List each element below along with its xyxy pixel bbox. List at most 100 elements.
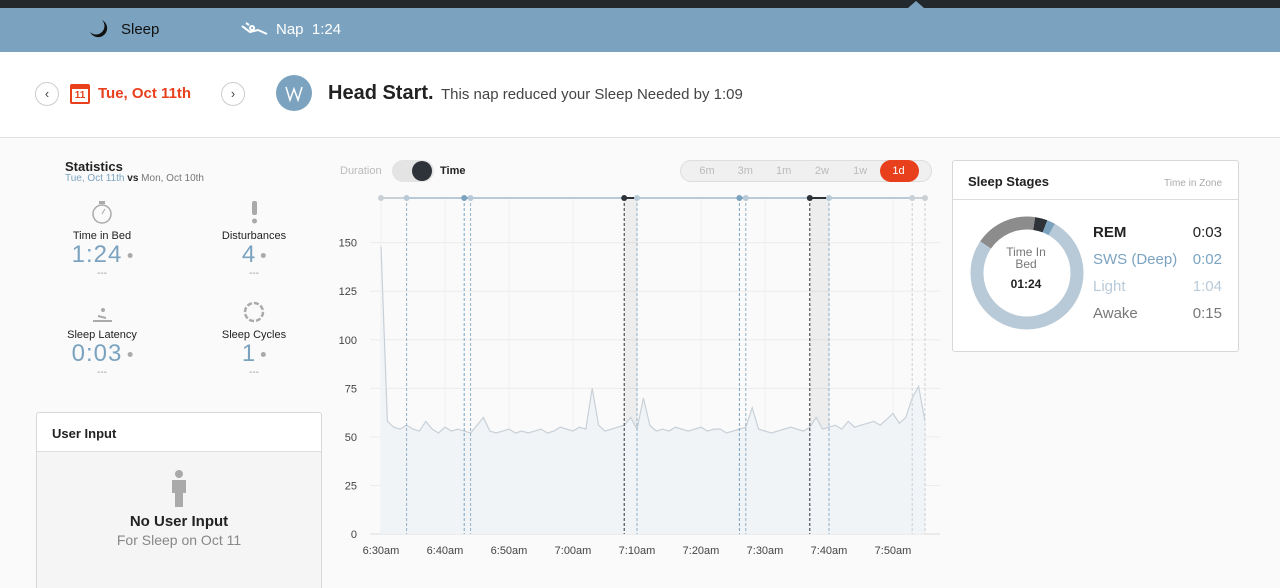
- stats-compare-date: Mon, Oct 10th: [141, 173, 204, 184]
- date[interactable]: Tue, Oct 11th: [98, 85, 192, 102]
- y-tick-label: 100: [339, 335, 357, 347]
- y-tick-label: 125: [339, 286, 357, 298]
- x-tick-label: 6:30am: [363, 545, 400, 557]
- stat-label: Sleep Latency: [67, 329, 137, 341]
- moon-icon: [90, 20, 108, 38]
- whoop-logo: [276, 75, 312, 111]
- sleep-stages-panel: Sleep Stages Time in Zone Time In Bed 01…: [952, 160, 1239, 352]
- stat-compare: ---: [97, 367, 107, 378]
- donut-segment: [980, 216, 1036, 249]
- stage-value: 0:02: [1192, 251, 1222, 268]
- tab-bar: Sleep Nap 1:24: [0, 8, 1280, 52]
- donut: [970, 216, 1084, 330]
- x-tick-label: 7:30am: [747, 545, 784, 557]
- donut-segment: [1042, 220, 1056, 236]
- no-input: No User Input: [129, 513, 229, 530]
- x-tick-label: 7:40am: [811, 545, 848, 557]
- stage-name: SWS (Deep): [1093, 251, 1178, 268]
- tab-nap[interactable]: Nap 1:24: [276, 21, 341, 38]
- stat-value: 1:24: [72, 241, 133, 269]
- y-tick-label: 75: [345, 383, 357, 395]
- top-bar: [0, 0, 1280, 8]
- divider: [953, 199, 1238, 200]
- user-input-title: User Input: [52, 426, 117, 441]
- stage-dot: [403, 195, 410, 201]
- stat-compare: ---: [97, 268, 107, 279]
- donut-value: 01:24: [1010, 277, 1042, 291]
- x-tick-label: 6:50am: [491, 545, 528, 557]
- stat-dot: [261, 253, 267, 259]
- stage-dot: [634, 195, 640, 201]
- stage-dot: [909, 195, 916, 201]
- stage-dot: [742, 195, 749, 201]
- range-button[interactable]: 1d: [892, 165, 905, 177]
- no-input-subtitle: For Sleep on Oct 11: [116, 532, 242, 548]
- prev-day[interactable]: ‹: [35, 82, 59, 106]
- calendar-icon: 11: [70, 84, 90, 104]
- stat-compare: ---: [249, 367, 259, 378]
- stat-dot: [127, 253, 133, 259]
- x-tick-label: 7:50am: [875, 545, 912, 557]
- stats-dates: Tue, Oct 11th vs Mon, Oct 10th: [65, 173, 204, 184]
- line-area: [381, 246, 925, 534]
- stat-dot: [261, 352, 267, 358]
- stat-label: Time in Bed: [72, 230, 132, 242]
- stage-dot: [736, 195, 743, 201]
- stats-title: Statistics: [65, 159, 123, 174]
- stat-icons: [92, 201, 265, 323]
- stat-dot: [127, 352, 133, 358]
- heart-rate-chart: 0 25 50 75 100 125 150 6:30am 6:40am 6:50am 7:00am…: [339, 195, 940, 557]
- range-button[interactable]: 1m: [775, 165, 792, 177]
- toggle-time[interactable]: Time: [440, 165, 466, 177]
- toggle-duration[interactable]: Duration: [340, 165, 382, 177]
- tab-nap-value: 1:24: [311, 21, 342, 38]
- tab-nap-label: Nap: [276, 21, 304, 38]
- stage-dot: [467, 195, 474, 201]
- donut-label: Time In Bed: [1006, 245, 1046, 271]
- person-icon: [172, 470, 186, 507]
- next-day[interactable]: ›: [221, 82, 245, 106]
- stage-dot: [826, 195, 832, 201]
- donut-segment: [1033, 217, 1048, 233]
- stage-name: Awake: [1093, 305, 1138, 322]
- stage-dot: [806, 195, 813, 201]
- line: [380, 246, 926, 434]
- notch: [908, 1, 924, 8]
- stage-value: 0:03: [1192, 224, 1222, 241]
- user-input-panel: User Input No User Input For Sleep on Oc…: [36, 412, 322, 588]
- stage-name: Light: [1093, 278, 1126, 295]
- range-active-bg: [879, 160, 919, 182]
- stat-value: 1: [242, 340, 267, 368]
- stage-name: REM: [1093, 224, 1127, 241]
- stage-dot: [621, 195, 628, 201]
- stat-label: Disturbances: [221, 230, 287, 242]
- nap-icon: [241, 22, 268, 35]
- tab-sleep[interactable]: Sleep: [121, 21, 160, 38]
- message: This nap reduced your Sleep Needed by 1:…: [441, 86, 743, 103]
- stat-label: Sleep Cycles: [221, 329, 287, 341]
- x-tick-label: 7:10am: [619, 545, 656, 557]
- range-button[interactable]: 3m: [737, 165, 753, 177]
- stats-date: Tue, Oct 11th: [65, 173, 125, 184]
- sleep-stages-title: Sleep Stages: [968, 174, 1049, 189]
- stage-dot: [461, 195, 468, 201]
- range-button[interactable]: 6m: [699, 165, 715, 177]
- range-selector: [680, 160, 932, 182]
- x-tick-label: 7:20am: [683, 545, 720, 557]
- donut-segment: [970, 223, 1084, 330]
- y-tick-label: 0: [351, 529, 357, 541]
- y-tick-label: 50: [345, 432, 357, 444]
- stats-vs: vs: [127, 173, 139, 184]
- range-button[interactable]: 1w: [853, 165, 868, 177]
- stat-value: 4: [242, 241, 267, 269]
- stage-value: 0:15: [1192, 305, 1222, 322]
- range-button[interactable]: 2w: [814, 165, 829, 177]
- stage-value: 1:04: [1192, 278, 1222, 295]
- headline: Head Start.: [328, 82, 434, 104]
- sleep-stages-subtitle: Time in Zone: [1164, 178, 1222, 189]
- x-tick-label: 6:40am: [427, 545, 464, 557]
- toggle[interactable]: [392, 160, 434, 182]
- x-tick-label: 7:00am: [555, 545, 592, 557]
- y-tick-label: 25: [345, 480, 357, 492]
